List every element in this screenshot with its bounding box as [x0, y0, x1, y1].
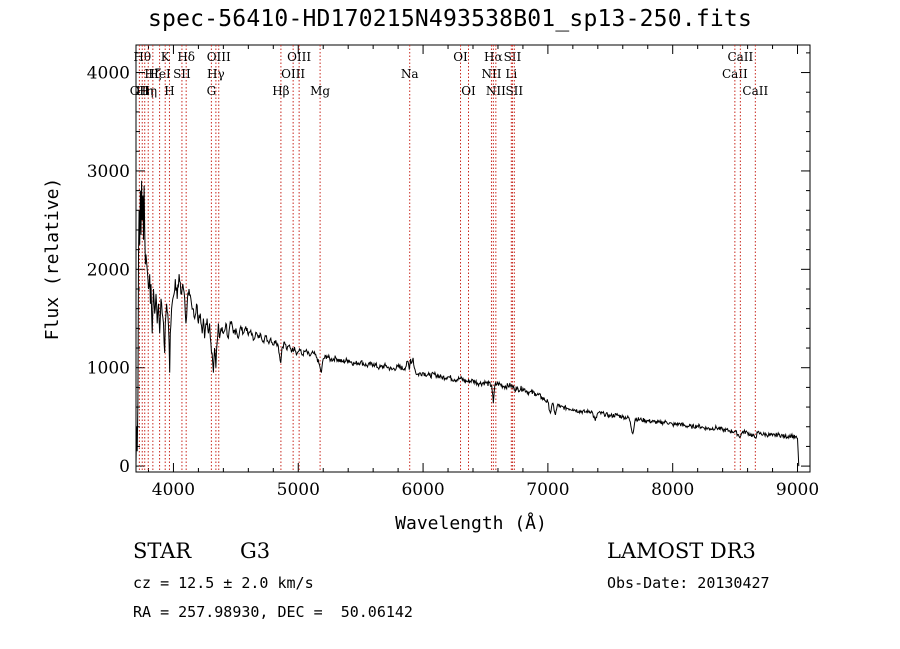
x-tick-label: 9000 — [776, 480, 819, 500]
spectral-line-label: Hη — [136, 84, 154, 98]
sky-coordinates-text: RA = 257.98930, DEC = 50.06142 — [133, 603, 413, 621]
spectral-line-label: OIII — [287, 50, 311, 64]
spectral-line-label: Hγ — [207, 67, 225, 81]
y-axis-label: Flux (relative) — [42, 178, 63, 341]
x-tick-label: 4000 — [152, 480, 195, 500]
y-tick-label: 3000 — [87, 162, 130, 182]
spectral-line-label: CaII — [722, 67, 748, 81]
y-tick-label: 1000 — [87, 359, 130, 379]
y-tick-label: 4000 — [87, 64, 130, 84]
spectral-line-label: NII — [481, 67, 501, 81]
plot-frame — [135, 44, 811, 473]
spectral-line-label: CaII — [727, 50, 753, 64]
y-tick-label: 0 — [119, 457, 130, 477]
x-axis-label: Wavelength (Å) — [395, 512, 547, 534]
spectral-line-label: Hθ — [133, 50, 151, 64]
spectrum-series-line — [135, 180, 800, 467]
line-markers-layer: OIIHθHηHηHζHeIKHSIIHδGHγOIIIHβOIIIOIIIMg… — [130, 45, 768, 472]
plot-title: spec-56410-HD170215N493538B01_sp13-250.f… — [147, 6, 753, 32]
spectral-line-label: Hα — [484, 50, 503, 64]
spectral-line-label: OIII — [207, 50, 231, 64]
spectral-line-label: Na — [401, 67, 419, 81]
y-tick-label: 2000 — [87, 260, 130, 280]
spectral-line-label: K — [161, 50, 171, 64]
spectral-line-label: CaII — [742, 84, 768, 98]
x-tick-label: 7000 — [526, 480, 569, 500]
spectral-line-label: Hζ — [144, 67, 161, 81]
spectral-line-label: SII — [173, 67, 191, 81]
series-layer — [135, 180, 800, 467]
axis-labels-layer: Wavelength (Å) Flux (relative) — [42, 178, 547, 534]
spectral-line-label: Hδ — [177, 50, 195, 64]
x-tick-label: 5000 — [277, 480, 320, 500]
object-class-label: STAR — [133, 539, 192, 563]
object-subclass-label: G3 — [240, 539, 271, 563]
redshift-velocity-text: cz = 12.5 ± 2.0 km/s — [133, 574, 314, 592]
axes-layer: 4000 5000 6000 7000 8000 9000 0 1000 2000 3000 400… — [87, 44, 819, 500]
spectral-line-label: SII — [504, 50, 522, 64]
x-tick-label: 8000 — [651, 480, 694, 500]
spectral-line-label: OI — [453, 50, 468, 64]
spectral-line-label: Mg — [310, 84, 330, 98]
spectral-line-label: OI — [461, 84, 476, 98]
spectral-line-label: HeI — [148, 67, 171, 81]
spectral-line-label: SII — [505, 84, 523, 98]
survey-release-label: LAMOST DR3 — [607, 539, 756, 563]
spectral-line-label: Hη — [139, 84, 157, 98]
spectral-line-label: NII — [486, 84, 506, 98]
spectral-line-label: Li — [505, 67, 517, 81]
spectral-line-label: G — [207, 84, 217, 98]
spectral-line-label: Hβ — [272, 84, 289, 98]
spectral-line-label: OIII — [281, 67, 305, 81]
observation-date-text: Obs-Date: 20130427 — [607, 574, 770, 592]
spectral-line-label: H — [164, 84, 174, 98]
x-tick-label: 6000 — [401, 480, 444, 500]
